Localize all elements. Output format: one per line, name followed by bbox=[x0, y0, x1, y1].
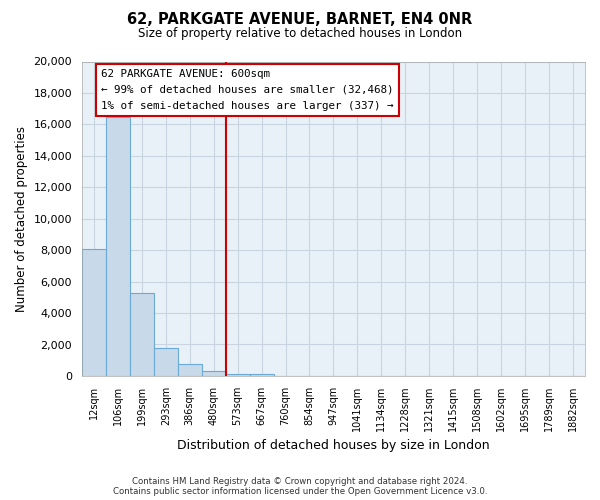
Y-axis label: Number of detached properties: Number of detached properties bbox=[15, 126, 28, 312]
Text: 62 PARKGATE AVENUE: 600sqm
← 99% of detached houses are smaller (32,468)
1% of s: 62 PARKGATE AVENUE: 600sqm ← 99% of deta… bbox=[101, 70, 394, 110]
Bar bbox=[82, 248, 106, 376]
Text: Size of property relative to detached houses in London: Size of property relative to detached ho… bbox=[138, 28, 462, 40]
Bar bbox=[226, 374, 250, 376]
Bar bbox=[106, 116, 130, 376]
Bar bbox=[250, 374, 274, 376]
Bar bbox=[178, 364, 202, 376]
Bar bbox=[154, 348, 178, 376]
Bar bbox=[130, 292, 154, 376]
Text: 62, PARKGATE AVENUE, BARNET, EN4 0NR: 62, PARKGATE AVENUE, BARNET, EN4 0NR bbox=[127, 12, 473, 28]
Text: Contains HM Land Registry data © Crown copyright and database right 2024.
Contai: Contains HM Land Registry data © Crown c… bbox=[113, 476, 487, 496]
Bar bbox=[202, 371, 226, 376]
X-axis label: Distribution of detached houses by size in London: Distribution of detached houses by size … bbox=[177, 440, 490, 452]
